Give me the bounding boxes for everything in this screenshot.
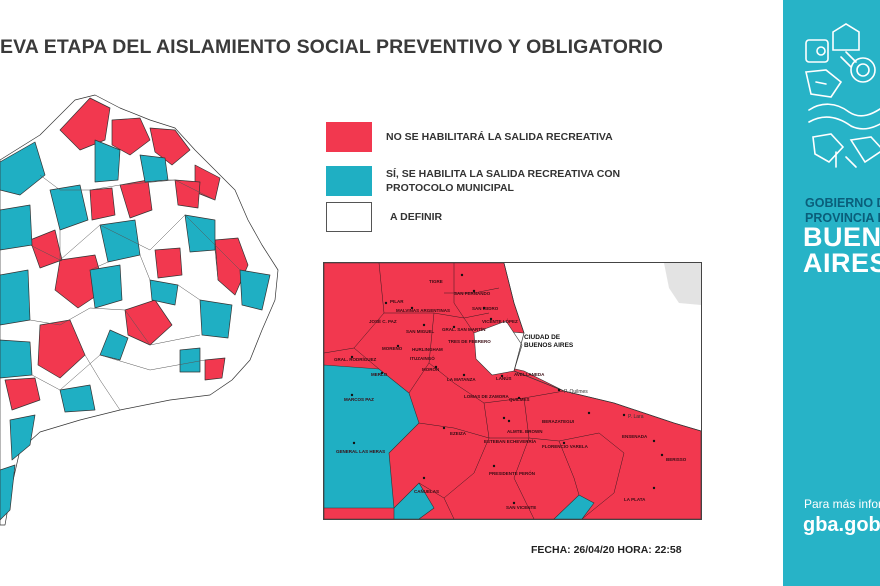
legend-swatch-white bbox=[326, 202, 372, 232]
legend-item-a-definir: A DEFINIR bbox=[326, 202, 442, 232]
province-logo-icon bbox=[805, 23, 880, 168]
legend-swatch-red bbox=[326, 122, 372, 152]
label-ensenada: ENSENADA bbox=[622, 434, 648, 439]
label-p-quilmes: P. Quilmes bbox=[564, 389, 588, 395]
label-berazategui: BERAZATEGUI bbox=[542, 419, 574, 424]
buenos-aires-line1: BUENO bbox=[803, 222, 880, 252]
label-tigre: TIGRE bbox=[429, 279, 443, 284]
label-esteban-echeverria: ESTEBAN ECHEVERRÍA bbox=[484, 437, 537, 444]
label-ciudad-line1: CIUDAD DE bbox=[524, 334, 561, 341]
label-presidente-peron: PRESIDENTE PERÓN bbox=[489, 469, 535, 476]
label-quilmes: QUILMES bbox=[509, 397, 530, 402]
label-lanus: LANÚS bbox=[496, 375, 512, 381]
label-la-matanza: LA MATANZA bbox=[447, 377, 476, 382]
label-avellaneda: AVELLANEDA bbox=[514, 372, 545, 377]
label-jose-c-paz: JOSÉ C. PAZ bbox=[369, 317, 397, 324]
uruguay-area bbox=[664, 263, 701, 305]
gov-line1: GOBIERNO D bbox=[805, 196, 880, 210]
label-san-miguel: SAN MIGUEL bbox=[406, 329, 435, 334]
legend-label-si-salida-line1: SÍ, SE HABILITA LA SALIDA RECREATIVA CON bbox=[386, 168, 621, 180]
label-merlo: MERLO bbox=[371, 372, 388, 377]
label-ciudad-line2: BUENOS AIRES bbox=[524, 342, 574, 349]
legend-label-si-salida-line2: PROTOCOLO MUNICIPAL bbox=[386, 182, 514, 194]
more-info-text: Para más inform bbox=[804, 497, 880, 511]
label-gral-rodriguez: GRAL. RODRÍGUEZ bbox=[334, 355, 377, 362]
label-gral-san-martin: GRAL. SAN MARTÍN bbox=[442, 325, 486, 332]
legend-label-no-salida: NO SE HABILITARÁ LA SALIDA RECREATIVA bbox=[386, 131, 613, 143]
label-florencio-varela: FLORENCIO VARELA bbox=[542, 444, 589, 449]
amba-inset-map: TIGRE SAN FERNANDO SAN ISIDRO VICENTE LÓ… bbox=[323, 262, 702, 520]
legend-label-a-definir: A DEFINIR bbox=[390, 211, 443, 223]
presidente-peron-cyan-area bbox=[553, 494, 595, 519]
sidebar-branding: GOBIERNO D PROVINCIA D BUENO AIRES Para … bbox=[783, 0, 880, 586]
label-ezeiza: EZEIZA bbox=[450, 431, 467, 436]
label-almte-brown: ALMTE. BROWN bbox=[507, 429, 543, 434]
label-hurlingham: HURLINGHAM bbox=[412, 347, 443, 352]
marcos-paz-area bbox=[324, 364, 420, 509]
label-tres-de-febrero: TRES DE FEBRERO bbox=[448, 339, 491, 344]
date-time: FECHA: 26/04/20 HORA: 22:58 bbox=[531, 544, 682, 556]
label-san-isidro: SAN ISIDRO bbox=[472, 306, 499, 311]
province-map bbox=[0, 94, 279, 526]
label-la-plata: LA PLATA bbox=[624, 497, 646, 502]
label-gral-las-heras: GENERAL LAS HERAS bbox=[336, 449, 385, 454]
coast-line bbox=[503, 263, 701, 432]
legend-item-si-salida: SÍ, SE HABILITA LA SALIDA RECREATIVA CON… bbox=[326, 166, 620, 196]
website-link[interactable]: gba.gob bbox=[803, 514, 880, 536]
label-pilar: PILAR bbox=[390, 299, 404, 304]
label-berisso: BERISSO bbox=[666, 457, 687, 462]
label-ituzaingo: ITUZAINGÓ bbox=[410, 354, 435, 361]
label-moron: MORÓN bbox=[422, 365, 439, 372]
buenos-aires-line2: AIRES bbox=[803, 248, 880, 278]
legend-item-no-salida: NO SE HABILITARÁ LA SALIDA RECREATIVA bbox=[326, 122, 613, 152]
label-san-fernando: SAN FERNANDO bbox=[454, 291, 491, 296]
label-moreno: MORENO bbox=[382, 346, 403, 351]
canuelas-cyan-area bbox=[393, 482, 435, 519]
label-vicente-lopez: VICENTE LÓPEZ bbox=[482, 317, 518, 324]
page-title: EVA ETAPA DEL AISLAMIENTO SOCIAL PREVENT… bbox=[0, 36, 664, 58]
legend-swatch-cyan bbox=[326, 166, 372, 196]
label-lomas: LOMAS DE ZAMORA bbox=[464, 394, 509, 399]
label-canuelas: CAÑUELAS bbox=[414, 488, 439, 494]
gov-line2: PROVINCIA D bbox=[805, 211, 880, 225]
label-p-lara: P. Lara bbox=[628, 414, 644, 420]
legend-label-si-salida: SÍ, SE HABILITA LA SALIDA RECREATIVA CON… bbox=[386, 167, 620, 195]
label-malvinas: MALVINAS ARGENTINAS bbox=[396, 308, 450, 313]
label-san-vicente: SAN VICENTE bbox=[506, 505, 536, 510]
label-marcos-paz: MARCOS PAZ bbox=[344, 397, 374, 402]
